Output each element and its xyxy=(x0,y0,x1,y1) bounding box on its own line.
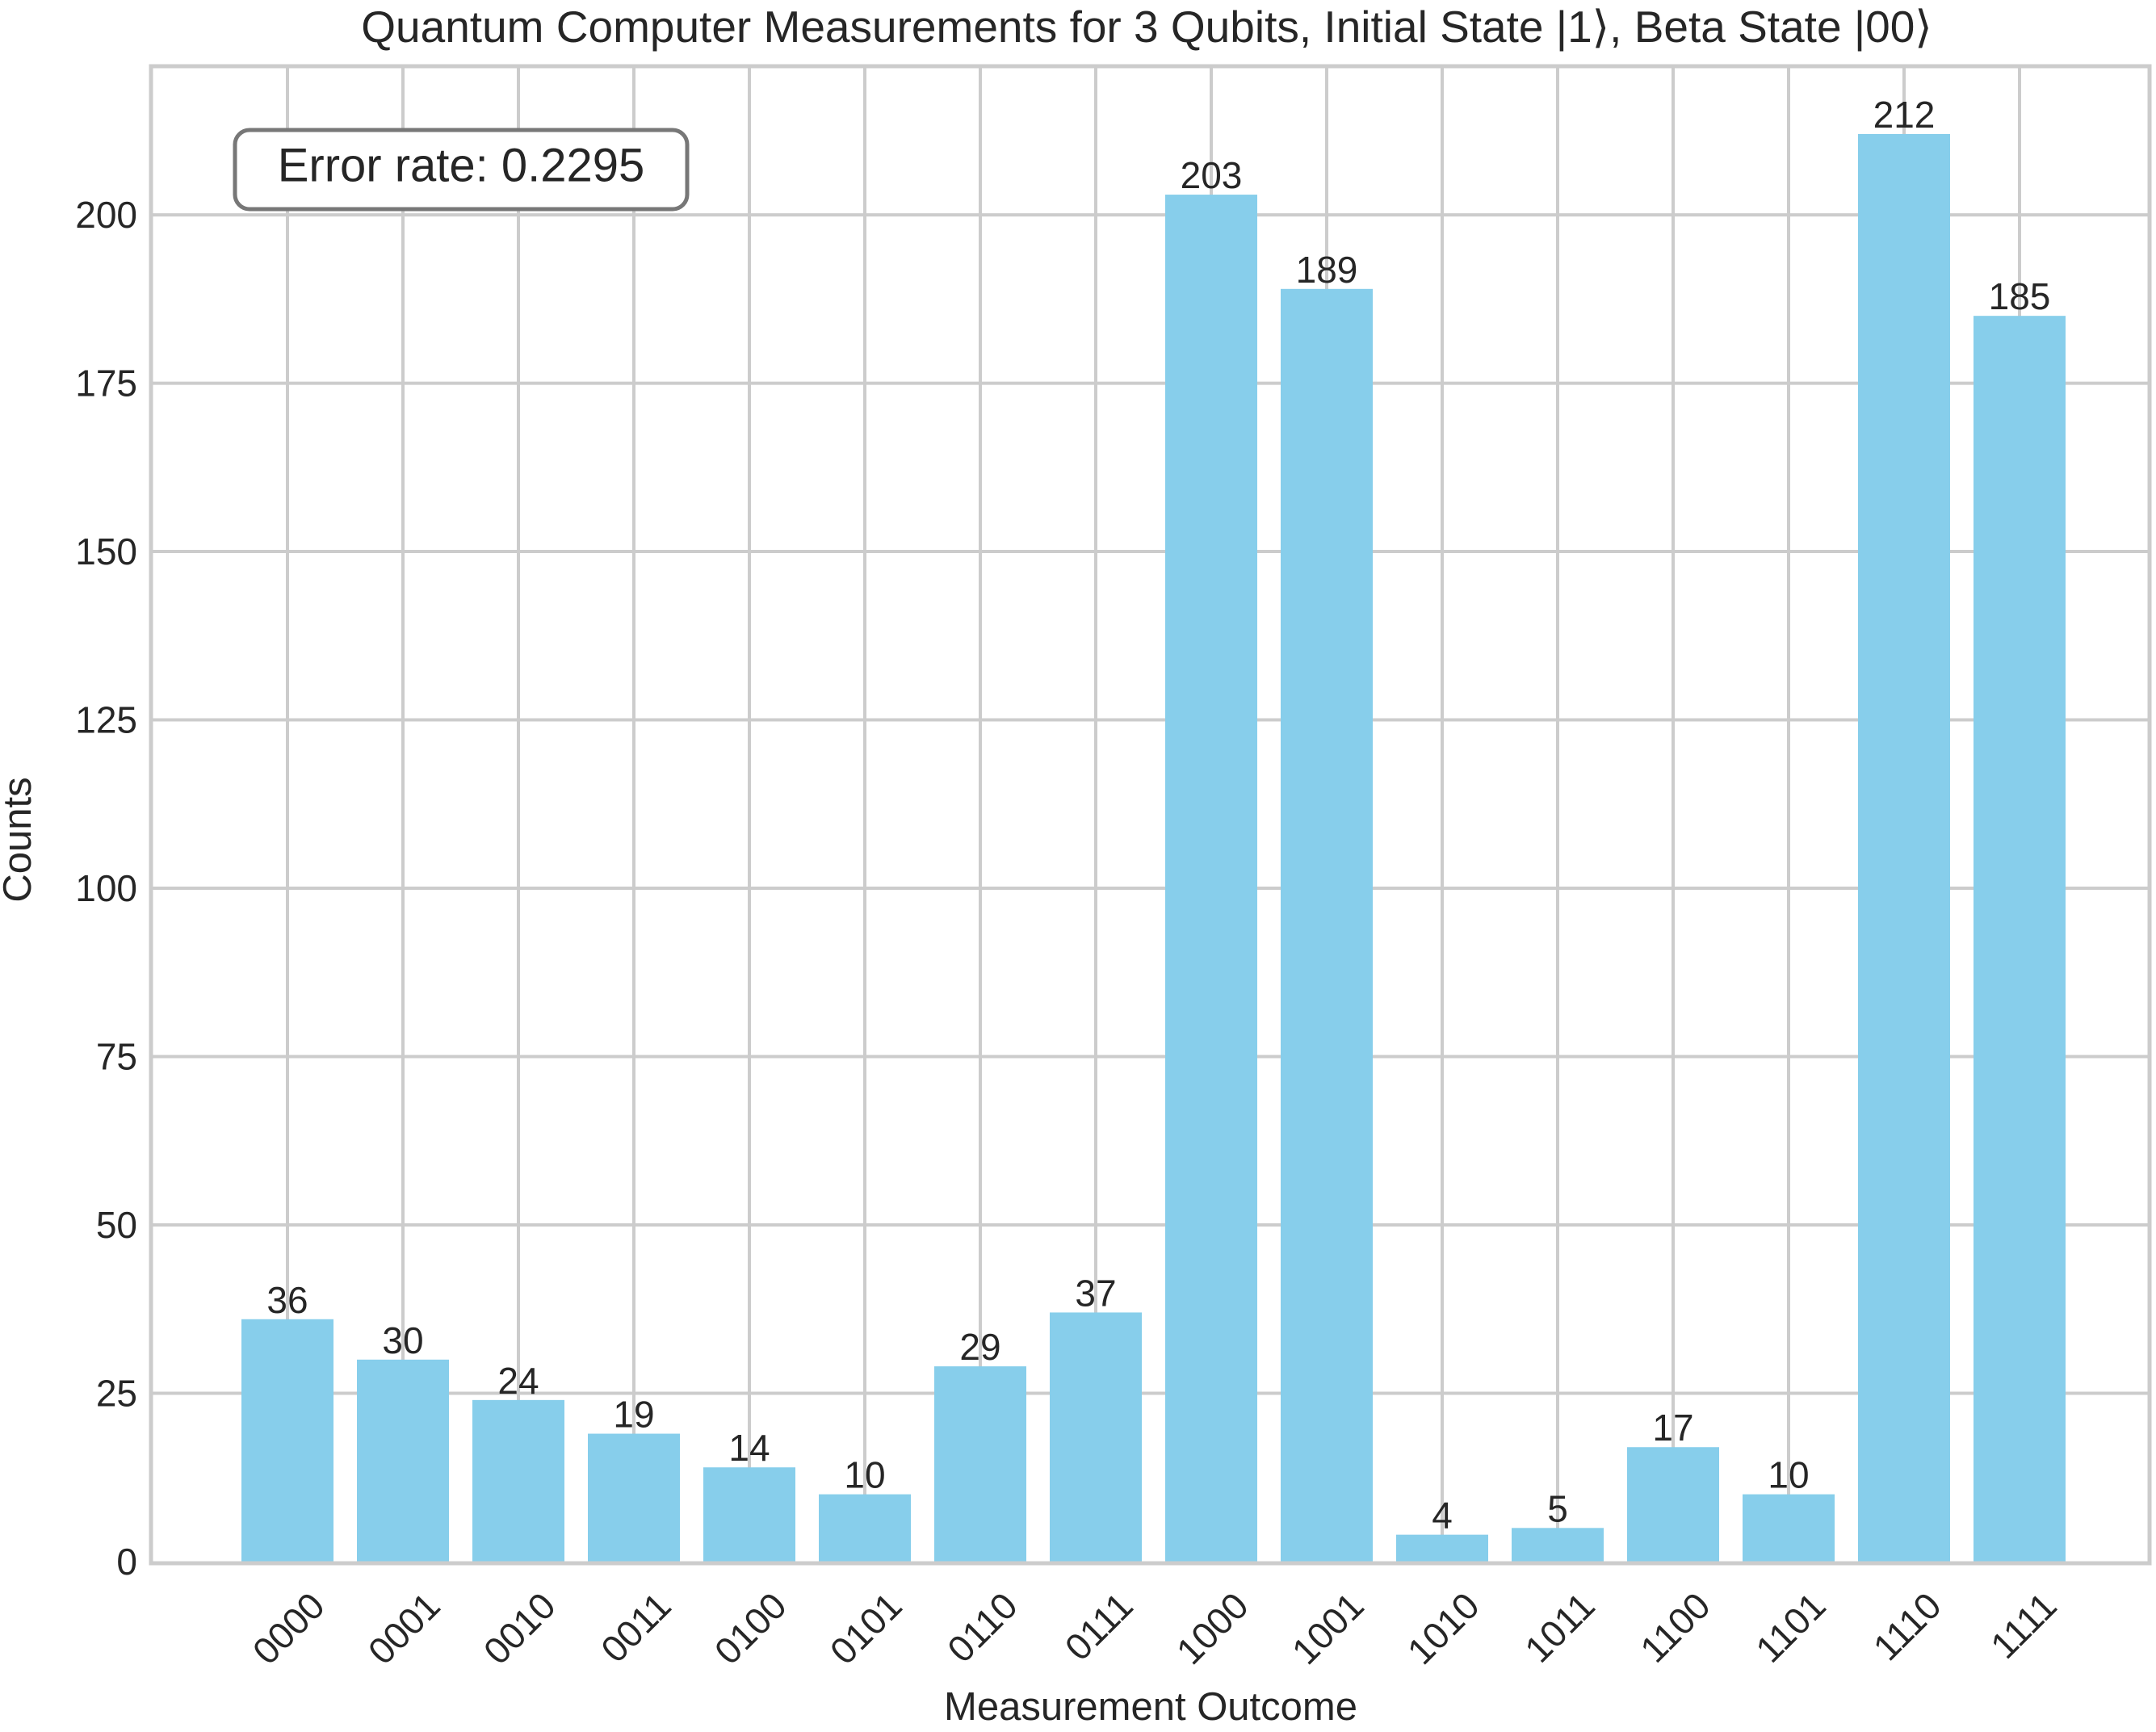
x-tick-label: 0100 xyxy=(707,1584,795,1672)
y-tick-label: 175 xyxy=(75,363,137,405)
bar-value-label: 37 xyxy=(1075,1272,1116,1314)
x-tick-label: 0111 xyxy=(1057,1584,1141,1668)
bar-0110 xyxy=(934,1366,1026,1562)
bar-value-label: 17 xyxy=(1652,1407,1693,1449)
bar-0111 xyxy=(1050,1312,1142,1562)
x-tick-label: 0101 xyxy=(822,1584,910,1672)
x-tick-label: 1000 xyxy=(1168,1584,1256,1672)
x-tick-label: 1101 xyxy=(1747,1584,1834,1671)
x-tick-label: 0000 xyxy=(245,1584,333,1672)
y-tick-label: 75 xyxy=(96,1036,137,1078)
x-tick-label: 0001 xyxy=(360,1584,448,1672)
bar-0011 xyxy=(588,1433,680,1562)
x-tick-label: 1010 xyxy=(1399,1584,1487,1672)
y-tick-label: 50 xyxy=(96,1204,137,1246)
y-tick-label: 100 xyxy=(75,867,137,909)
annotation-box xyxy=(233,128,690,212)
bar-1010 xyxy=(1396,1534,1488,1562)
bar-0001 xyxy=(357,1359,449,1562)
bar-value-label: 185 xyxy=(1989,275,2051,317)
bar-1100 xyxy=(1627,1447,1719,1562)
bar-1011 xyxy=(1512,1528,1604,1562)
bar-1110 xyxy=(1858,133,1950,1562)
error-rate-annotation: Error rate: 0.2295 xyxy=(233,128,690,212)
x-tick-label: 1110 xyxy=(1865,1584,1949,1668)
bar-value-label: 14 xyxy=(728,1427,770,1469)
labels-layer: 36 30 24 19 14 10 29 37 203 189 4 5 17 10 212 185 xyxy=(266,94,2050,1537)
x-tick-label: 0010 xyxy=(476,1584,564,1672)
annotation-text: Error rate: 0.2295 xyxy=(278,140,645,192)
x-tick-label: 1011 xyxy=(1516,1584,1603,1671)
bar-value-label: 10 xyxy=(1768,1454,1809,1496)
bar-value-label: 24 xyxy=(497,1360,539,1402)
bar-1001 xyxy=(1281,288,1373,1562)
x-tick-label: 0011 xyxy=(593,1584,679,1671)
bar-value-label: 212 xyxy=(1873,94,1936,136)
x-tick-label: 1100 xyxy=(1632,1584,1718,1671)
x-tick-label: 1111 xyxy=(1982,1584,2065,1667)
bar-value-label: 36 xyxy=(266,1279,308,1321)
bar-value-label: 5 xyxy=(1547,1487,1568,1529)
bar-0101 xyxy=(819,1494,911,1562)
bar-value-label: 19 xyxy=(613,1394,654,1436)
bar-1111 xyxy=(1974,316,2066,1562)
bar-value-label: 30 xyxy=(382,1319,423,1361)
bar-0100 xyxy=(703,1467,795,1562)
bar-0000 xyxy=(241,1319,333,1562)
bar-1000 xyxy=(1165,195,1257,1562)
bar-value-label: 29 xyxy=(959,1326,1000,1368)
y-axis-label: Counts xyxy=(0,777,40,902)
grid-layer xyxy=(151,66,2150,1563)
bar-1101 xyxy=(1743,1494,1835,1562)
y-tick-label: 0 xyxy=(116,1541,137,1583)
y-tick-label: 125 xyxy=(75,699,137,741)
x-tick-label: 1001 xyxy=(1284,1584,1372,1672)
bars-layer xyxy=(241,133,2066,1562)
bar-value-label: 203 xyxy=(1181,154,1243,196)
bar-value-label: 10 xyxy=(844,1454,885,1496)
x-tick-label: 0110 xyxy=(939,1584,1026,1671)
bar-value-label: 189 xyxy=(1296,249,1358,291)
chart-title: Quantum Computer Measurements for 3 Qubi… xyxy=(361,2,1932,52)
y-tick-label: 25 xyxy=(96,1373,137,1415)
bar-value-label: 4 xyxy=(1432,1495,1453,1537)
bar-0010 xyxy=(472,1399,564,1562)
plot-frame xyxy=(149,64,2152,1566)
y-tick-label: 150 xyxy=(75,531,137,572)
y-tick-label: 200 xyxy=(75,194,137,236)
x-axis-label: Measurement Outcome xyxy=(944,1685,1357,1728)
